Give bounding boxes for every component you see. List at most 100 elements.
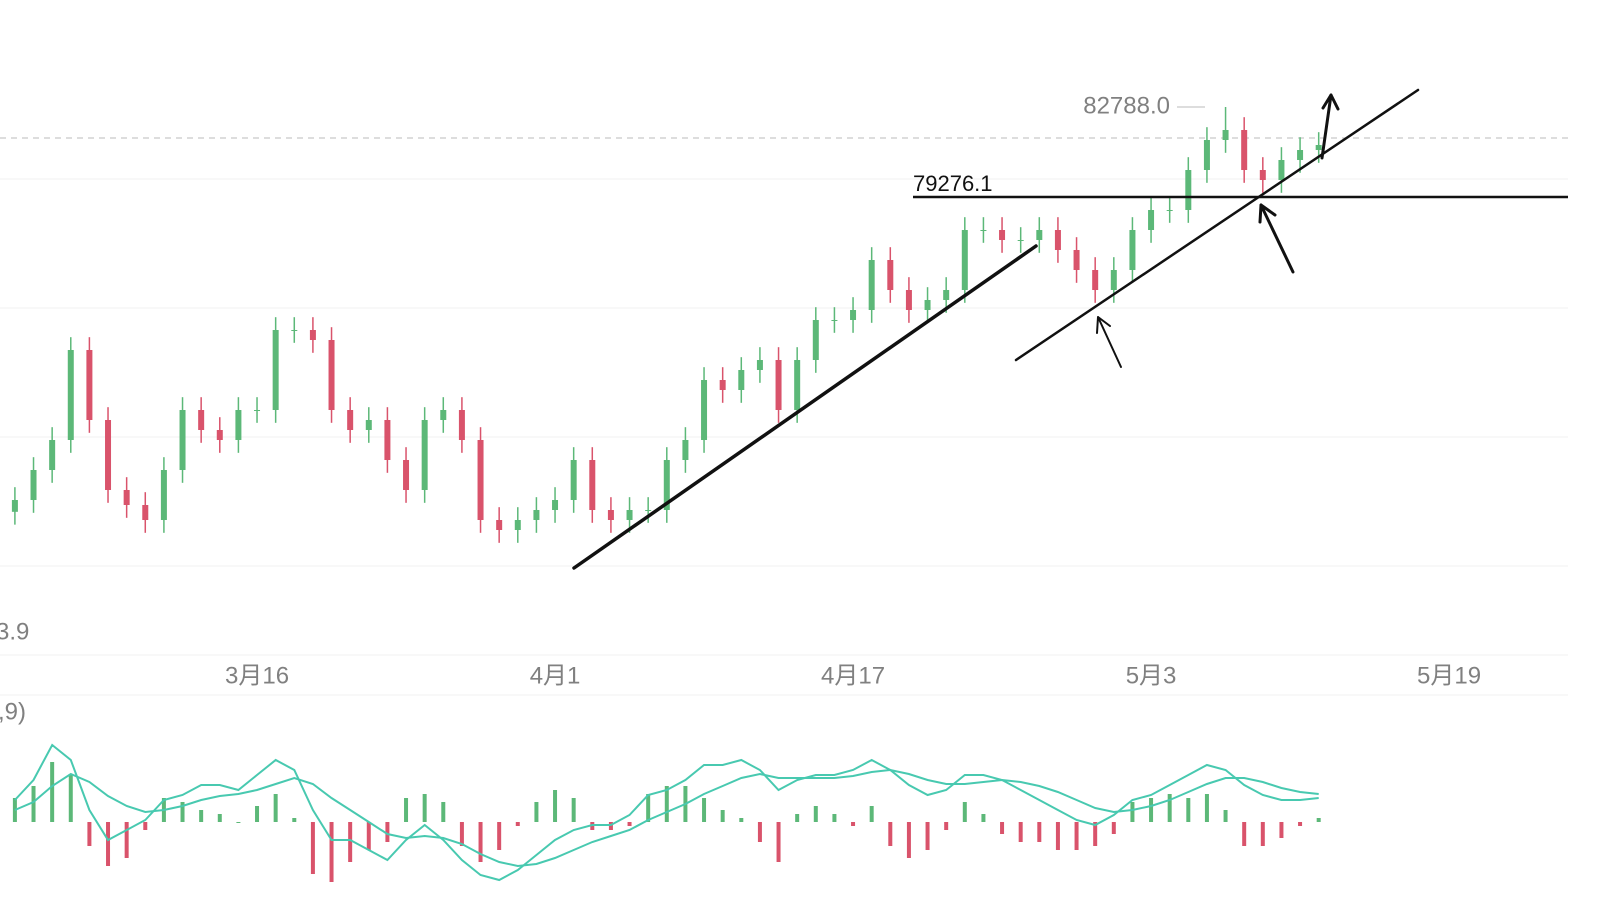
histogram-bar: [422, 794, 427, 822]
low-label: 3.9: [0, 618, 29, 645]
x-tick-label: 3月16: [225, 662, 289, 689]
candle-body: [961, 230, 968, 290]
candle-body: [924, 300, 931, 310]
histogram-bar: [1037, 822, 1042, 842]
histogram-bar: [832, 814, 837, 822]
histogram-bar: [1111, 822, 1116, 834]
arrow: [1320, 93, 1340, 160]
candle-body: [365, 420, 372, 430]
candle-body: [887, 260, 894, 290]
candle-body: [179, 410, 186, 470]
candle-body: [1185, 170, 1192, 210]
candle-body: [626, 510, 633, 520]
histogram-bar: [1204, 794, 1209, 822]
histogram-bar: [1223, 810, 1228, 822]
candle-body: [11, 500, 18, 512]
histogram-bar: [1279, 822, 1284, 838]
histogram-bar: [310, 822, 315, 874]
candle-body: [812, 320, 819, 360]
histogram-bar: [292, 818, 297, 822]
histogram-bar: [720, 810, 725, 822]
candle-body: [1278, 160, 1285, 180]
histogram-bar: [366, 822, 371, 850]
histogram-bar: [1149, 798, 1154, 822]
candle-body: [347, 410, 354, 430]
histogram-bar: [50, 762, 55, 822]
candle-body: [1241, 130, 1248, 170]
histogram-bar: [627, 822, 632, 826]
candle-body: [1315, 145, 1322, 150]
candle-body: [533, 510, 540, 520]
histogram-bar: [1130, 802, 1135, 822]
histogram-bar: [795, 814, 800, 822]
candle-body: [645, 510, 652, 511]
histogram-bar: [962, 802, 967, 822]
candle-body: [1148, 210, 1155, 230]
candle-body: [105, 420, 112, 490]
candle-body: [943, 290, 950, 300]
histogram-bar: [478, 822, 483, 862]
histogram-bar: [739, 818, 744, 822]
candle-body: [1259, 170, 1266, 180]
histogram-bar: [776, 822, 781, 862]
macd-line: [14, 768, 1319, 868]
histogram-bar: [1260, 822, 1265, 846]
candle-body: [235, 410, 242, 440]
candle-body: [719, 380, 726, 390]
histogram-bar: [757, 822, 762, 842]
candle-body: [831, 320, 838, 321]
candle-body: [123, 490, 130, 505]
candle-body: [738, 370, 745, 390]
candle-body: [905, 290, 912, 310]
histogram-bar: [1074, 822, 1079, 850]
histogram-bar: [1298, 822, 1303, 826]
candle-body: [1110, 270, 1117, 290]
candle-body: [682, 440, 689, 460]
histogram-bar: [851, 822, 856, 826]
histogram-bar: [180, 802, 185, 822]
histogram-bar: [143, 822, 148, 830]
candle-body: [291, 330, 298, 331]
candle-body: [756, 360, 763, 370]
candle-body: [607, 510, 614, 520]
candle-body: [67, 350, 74, 440]
candle-body: [1092, 270, 1099, 290]
candle-body: [1017, 240, 1024, 241]
histogram-bar: [981, 814, 986, 822]
x-tick-label: 5月3: [1126, 662, 1177, 689]
histogram-bar: [236, 822, 241, 823]
candle-body: [1054, 230, 1061, 250]
candle-body: [49, 440, 56, 470]
x-tick-label: 4月17: [821, 662, 885, 689]
histogram-bar: [1167, 794, 1172, 822]
histogram-bar: [348, 822, 353, 862]
candle-body: [552, 500, 559, 510]
histogram-bar: [906, 822, 911, 858]
histogram-bar: [1055, 822, 1060, 850]
price-pane: 3月16 4月1 4月17 5月3 5月19 82788.0 79276.1 3.9: [0, 92, 1568, 689]
histogram-bar: [497, 822, 502, 850]
candle-body: [1129, 230, 1136, 270]
candle-body: [309, 330, 316, 340]
candle-body: [570, 460, 577, 500]
histogram-bar: [515, 822, 520, 826]
candle-body: [701, 380, 708, 440]
candle-body: [458, 410, 465, 440]
candle-body: [86, 350, 93, 420]
histogram-bar: [944, 822, 949, 830]
level-label: 79276.1: [913, 171, 993, 196]
candle-body: [1222, 130, 1229, 140]
drawings: [572, 88, 1420, 570]
histogram-bar: [217, 814, 222, 822]
candle-body: [477, 440, 484, 520]
x-tick-label: 4月1: [530, 662, 581, 689]
histogram-bar: [68, 774, 73, 822]
histogram-bar: [553, 790, 558, 822]
histogram-bar: [1316, 818, 1321, 822]
candle-body: [403, 460, 410, 490]
histogram-bar: [441, 802, 446, 822]
macd-line: [14, 743, 1319, 882]
arrow: [1258, 203, 1295, 274]
